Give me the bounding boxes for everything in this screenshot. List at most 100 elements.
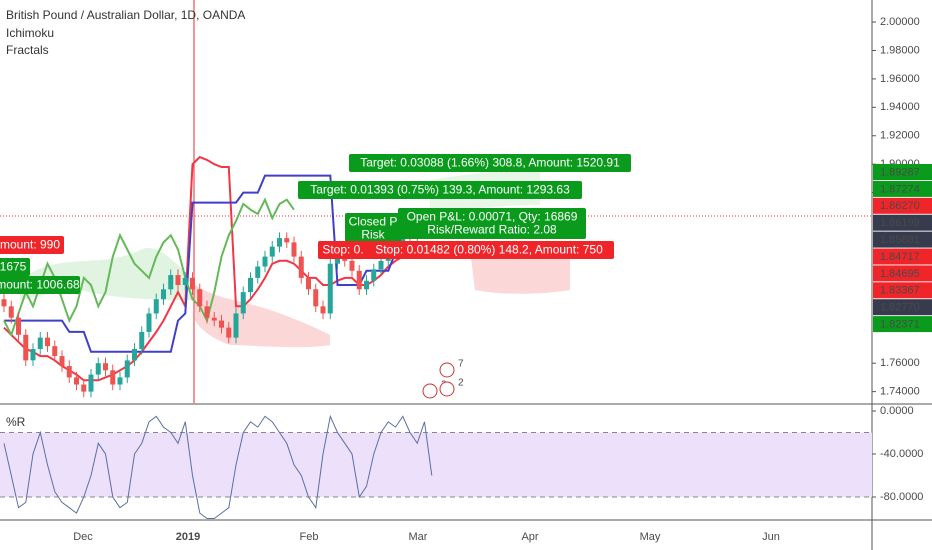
wr-tick-label: -40.0000: [880, 448, 923, 460]
price-tick-label: 1.92000: [880, 130, 920, 142]
order-text: mount: 990: [0, 238, 60, 252]
candle-body: [161, 289, 166, 300]
price-tag: [873, 231, 932, 248]
time-label: Mar: [409, 531, 428, 543]
price-tick-label: 1.98000: [880, 44, 920, 56]
candle-body: [211, 317, 217, 321]
event-count: 2: [458, 378, 464, 389]
price-tick-label: 1.96000: [880, 73, 920, 85]
candle-body: [233, 313, 239, 338]
candle-body: [81, 384, 87, 392]
candle-body: [175, 275, 181, 286]
candle-body: [59, 356, 65, 367]
price-tag: [873, 180, 932, 197]
price-tag: [873, 248, 932, 265]
chart-title: British Pound / Australian Dollar, 1D, O…: [6, 8, 245, 22]
candle-body: [16, 317, 21, 335]
order-text: Risk/Reward Ratio: 2.08: [427, 223, 557, 237]
candle-body: [204, 306, 210, 318]
price-tag-label: 1.85881: [880, 234, 920, 246]
candle-body: [1, 299, 7, 307]
candle-body: [248, 277, 253, 293]
candle-body: [182, 277, 188, 286]
candle-body: [226, 327, 232, 338]
candle-body: [132, 348, 137, 361]
price-tag: [873, 265, 932, 282]
wr-tick-label: 0.0000: [880, 405, 914, 417]
order-text: Risk: [361, 228, 385, 242]
price-tick-label: 1.94000: [880, 101, 920, 113]
order-label: [345, 213, 401, 244]
price-tag: [873, 282, 932, 299]
candle-body: [117, 377, 123, 385]
candle-body: [240, 292, 246, 314]
candle-body: [320, 306, 326, 314]
candle-body: [139, 331, 145, 349]
wr-tick-label: -80.0000: [880, 491, 923, 503]
indicator-line: [3, 197, 295, 338]
time-label: Apr: [521, 531, 538, 543]
candle-body: [45, 337, 50, 347]
event-icon: [422, 383, 438, 399]
candle-body: [190, 277, 195, 290]
time-label: Feb: [300, 531, 319, 543]
candle-body: [277, 238, 282, 247]
order-label: [398, 208, 586, 239]
candle-body: [219, 320, 224, 328]
order-text: Stop: 0.01482 (0.80%) 148.2, Amount: 750: [375, 243, 603, 257]
time-label: May: [640, 531, 661, 543]
price-tick-label: 1.74000: [880, 386, 920, 398]
candle-body: [306, 277, 311, 290]
candle-body: [88, 374, 94, 392]
candle-body: [356, 270, 362, 290]
price-tag: [873, 299, 932, 316]
candle-body: [262, 256, 268, 267]
time-axis: Dec 2019 Feb Mar Apr May Jun: [73, 531, 780, 543]
order-label: [318, 241, 368, 259]
time-label: Jun: [762, 531, 780, 543]
price-tag-label: 1.86270: [880, 200, 920, 212]
event-icon: [439, 362, 455, 378]
price-tag-label: 1.84695: [880, 268, 920, 280]
candle-body: [313, 289, 319, 307]
price-tag-label: 1.84717: [880, 251, 920, 263]
price-tick-label: 1.76000: [880, 357, 920, 369]
candle-body: [291, 242, 297, 257]
candle-body: [269, 246, 275, 257]
price-tag-label: 1.86199: [880, 217, 920, 229]
order-label: [349, 154, 631, 172]
candle-body: [103, 363, 108, 371]
price-tag: [873, 214, 932, 231]
order-text: Target: 0.01393 (0.75%) 139.3, Amount: 1…: [310, 183, 570, 197]
candle-body: [284, 238, 290, 243]
price-tag-label: 1.82371: [880, 319, 920, 331]
candle-body: [124, 360, 130, 378]
candle-body: [168, 275, 174, 290]
event-icon: [439, 381, 455, 397]
indicator-label: Ichimoku: [6, 26, 54, 40]
time-label: 2019: [176, 531, 200, 543]
indicator-label: %R: [6, 415, 26, 429]
price-tag: [873, 316, 932, 333]
order-text: mount: 1006.68: [0, 278, 80, 292]
order-text: 1675: [0, 260, 27, 274]
candle-body: [30, 348, 36, 361]
order-text: Target: 0.03088 (1.66%) 308.8, Amount: 1…: [360, 156, 620, 170]
time-label: Dec: [73, 531, 93, 543]
order-label: [298, 181, 582, 199]
candle-body: [66, 366, 72, 378]
order-label: [0, 258, 30, 276]
candle-body: [349, 260, 355, 271]
wr-line: [3, 414, 433, 519]
order-text: Closed P: [349, 215, 398, 229]
price-tag-label: 1.89287: [880, 166, 920, 178]
candle-body: [23, 334, 29, 361]
candle-body: [74, 377, 79, 385]
candle-body: [8, 306, 14, 318]
candle-body: [146, 313, 152, 332]
candle-body: [153, 299, 159, 314]
candle-body: [110, 370, 116, 385]
cloud-red-future: [470, 250, 570, 294]
candle-body: [371, 269, 377, 281]
